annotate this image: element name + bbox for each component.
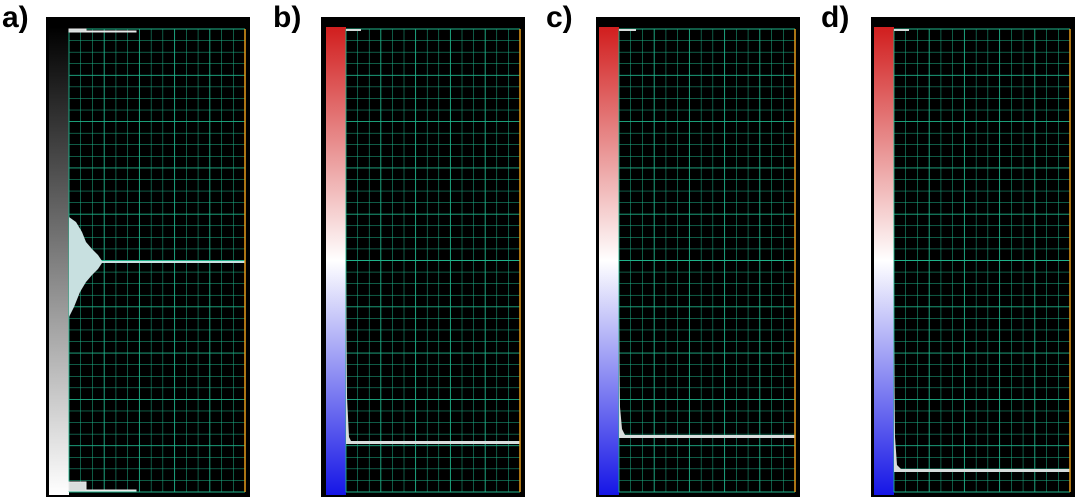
- transfer-function-view-b: [326, 27, 521, 495]
- grid-c: [618, 28, 796, 493]
- colorbar-c: [599, 27, 619, 495]
- transfer-function-view-c: [599, 27, 796, 495]
- histogram-b: [346, 29, 520, 444]
- colormap-panel-a: [46, 17, 250, 497]
- colormap-panel-b: [321, 17, 525, 497]
- grid-a: [68, 28, 246, 493]
- colorbar-d: [874, 27, 894, 495]
- histogram-c: [619, 29, 795, 438]
- histogram-a-bulge: [69, 217, 245, 317]
- colorbar-a: [49, 27, 69, 495]
- panel-label-d: d): [821, 1, 850, 34]
- colormap-panel-d: [871, 17, 1075, 497]
- panel-label-c: c): [546, 1, 573, 34]
- histogram-a: [68, 28, 137, 492]
- colorbar-b: [326, 27, 346, 495]
- transfer-function-view-d: [874, 27, 1071, 495]
- panel-label-b: b): [273, 1, 302, 34]
- transfer-function-view-a: [49, 27, 246, 495]
- colormap-panel-c: [596, 17, 800, 497]
- histogram-d: [894, 29, 1070, 472]
- grid-b: [345, 28, 521, 493]
- grid-d: [893, 28, 1071, 493]
- panel-label-a: a): [2, 1, 29, 34]
